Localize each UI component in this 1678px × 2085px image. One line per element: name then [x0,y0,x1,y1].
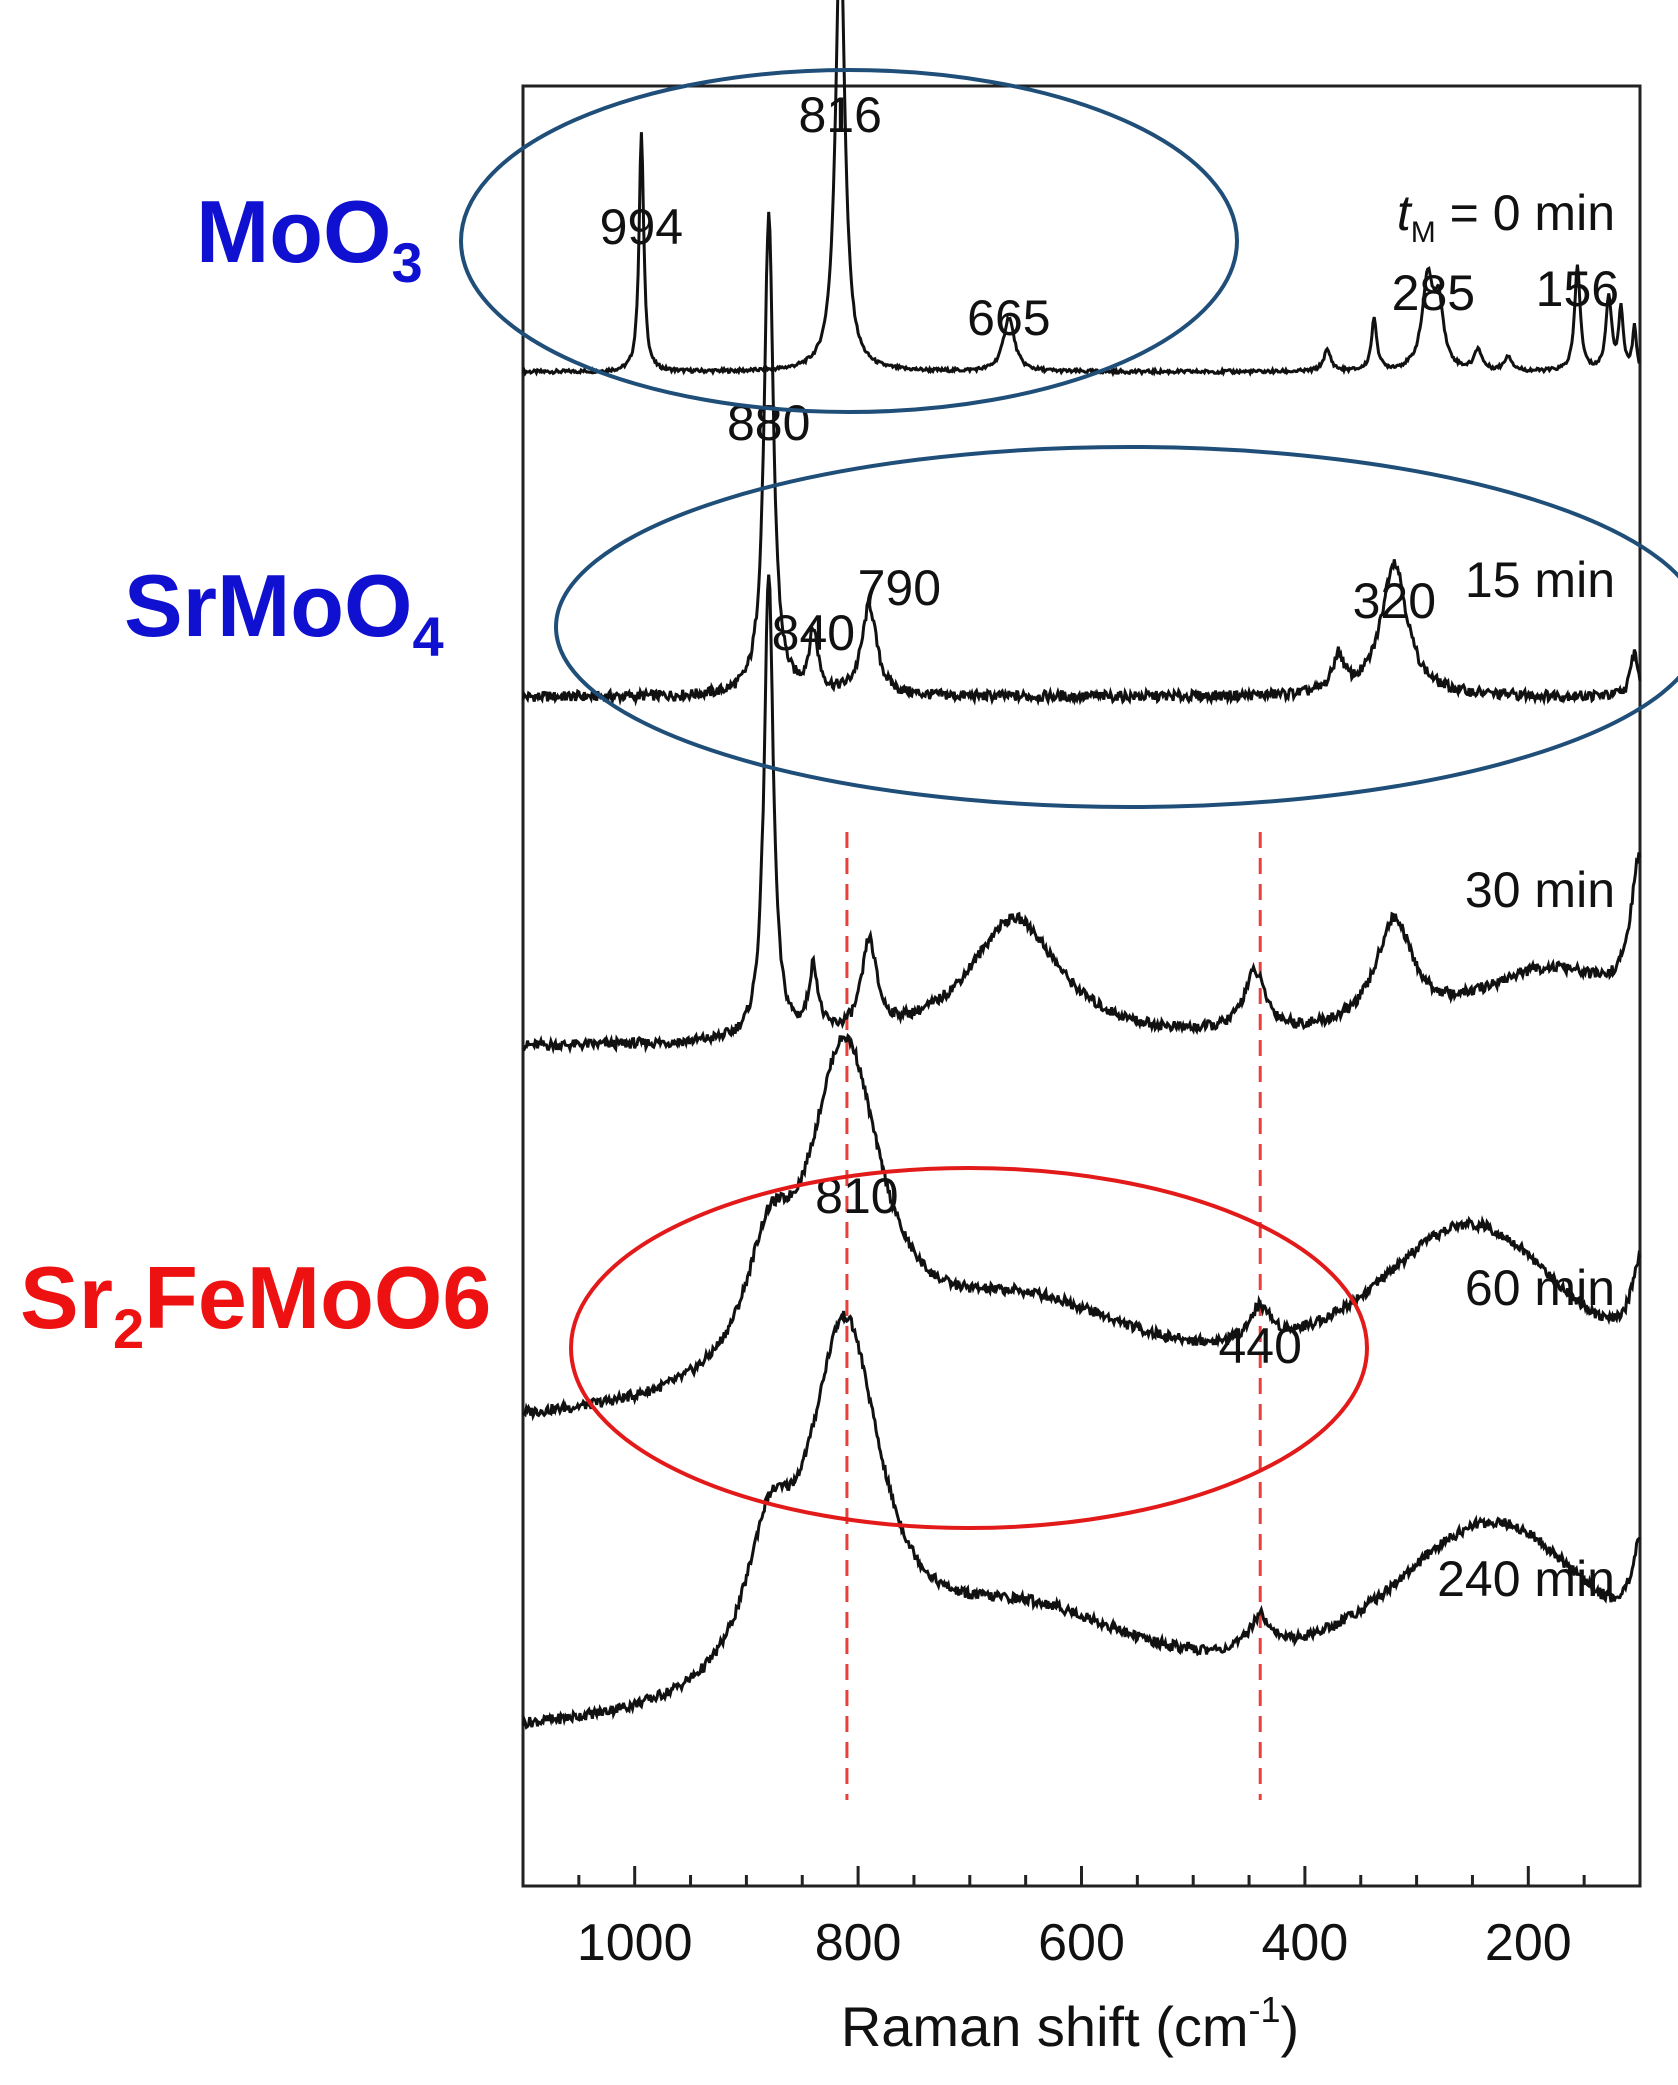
x-axis-title-superscript: -1 [1248,1989,1280,2030]
spectrum-line-15-min [521,211,1642,707]
phase-label-sr2femoo6-tail: FeMoO6 [144,1248,491,1347]
phase-label-moo3-subscript: 3 [392,231,423,294]
ellipse-moo3 [459,68,1239,414]
peak-label-285: 285 [1392,265,1475,321]
phase-label-moo3-main: MoO [196,182,392,281]
phase-label-srmoo4: SrMoO4 [124,556,444,668]
phase-label-srmoo4-subscript: 4 [412,605,443,668]
phase-label-sr2femoo6-main: Sr [20,1248,113,1347]
time-label-0min: tM = 0 min [1397,185,1615,249]
time-label-60min: 60 min [1465,1260,1615,1316]
time-label-15min: 15 min [1465,552,1615,608]
x-tick-label-800: 800 [815,1914,902,1972]
x-tick-label-1000: 1000 [577,1914,693,1972]
peak-label-810: 810 [815,1168,898,1224]
peak-label-665: 665 [967,290,1050,346]
peak-label-440: 440 [1218,1318,1301,1374]
ellipse-srmoo4 [554,445,1678,809]
spectrum-line-t-m-0-min [521,0,1641,378]
phase-label-srmoo4-main: SrMoO [124,556,412,655]
phase-label-moo3: MoO3 [196,182,423,294]
x-tick-label-200: 200 [1485,1914,1572,1972]
time-label-0min-italic: t [1397,185,1413,241]
x-axis: 1000 800 600 400 200 [521,1866,1642,1972]
phase-label-sr2femoo6-subscript: 2 [113,1297,144,1360]
ellipse-sr2femoo6 [569,1166,1369,1530]
time-label-30min: 30 min [1465,862,1615,918]
peak-label-994: 994 [600,199,683,255]
peak-label-790: 790 [858,560,941,616]
peak-label-320: 320 [1353,573,1436,629]
x-tick-label-400: 400 [1262,1914,1349,1972]
time-label-0min-rest: = 0 min [1436,185,1615,241]
spectrum-line-30-min [522,574,1642,1055]
peak-label-156: 156 [1536,261,1619,317]
peak-label-816: 816 [798,87,881,143]
highlight-ellipses [459,68,1678,1530]
time-labels: tM = 0 min 15 min 30 min 60 min 240 min [1397,185,1615,1607]
x-tick-label-600: 600 [1038,1914,1125,1972]
time-label-0min-subscript: M [1411,216,1436,249]
x-axis-title-main: Raman shift (cm [841,1995,1249,2058]
x-axis-title: Raman shift (cm-1) [841,1989,1299,2058]
phase-label-sr2femoo6: Sr2FeMoO6 [20,1248,491,1360]
x-axis-title-end: ) [1281,1995,1300,2058]
spectrum-line-60-min [521,1032,1642,1422]
time-label-240min: 240 min [1437,1551,1615,1607]
peak-label-840: 840 [772,605,855,661]
spectrum-line-240-min [521,1310,1642,1730]
spectra-group [521,0,1642,1730]
reference-lines [845,832,1262,1800]
